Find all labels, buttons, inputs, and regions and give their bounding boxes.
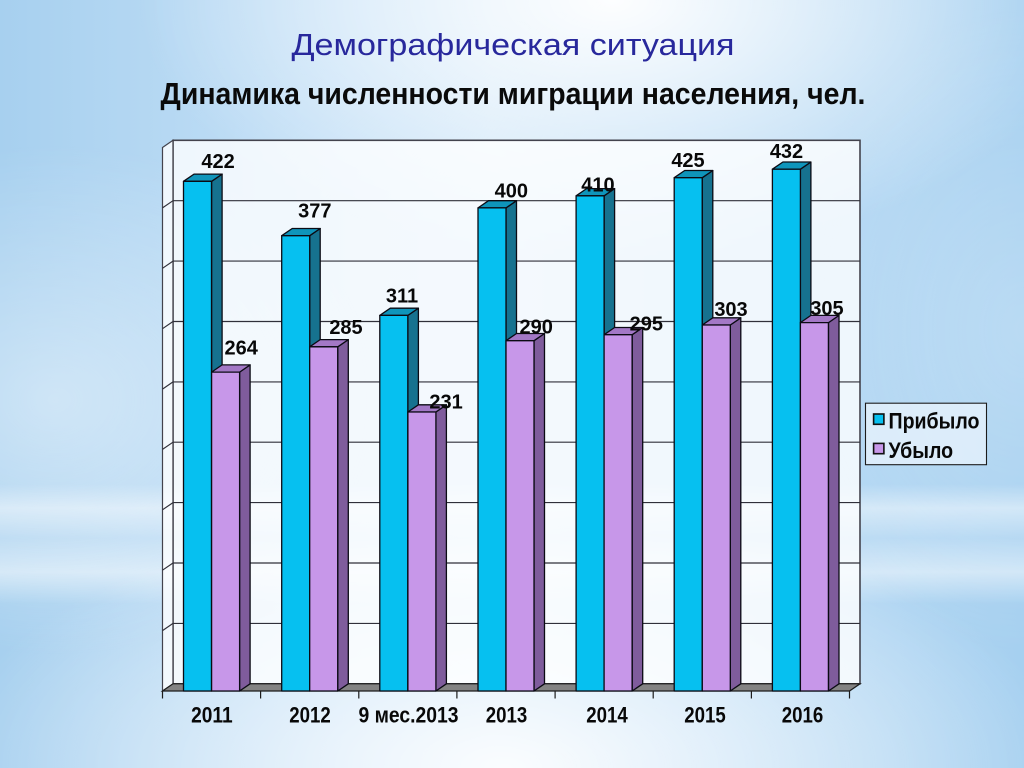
svg-text:2012: 2012 [289, 703, 331, 728]
svg-text:2014: 2014 [586, 703, 628, 728]
svg-text:377: 377 [298, 201, 331, 223]
svg-text:Убыло: Убыло [889, 438, 954, 463]
svg-text:9 мес.2013: 9 мес.2013 [359, 703, 459, 728]
svg-text:Прибыло: Прибыло [889, 408, 980, 433]
svg-text:400: 400 [495, 180, 528, 202]
svg-text:285: 285 [329, 317, 362, 339]
svg-text:2013: 2013 [486, 703, 528, 728]
svg-text:305: 305 [810, 298, 843, 320]
svg-text:295: 295 [630, 314, 663, 336]
svg-text:422: 422 [201, 151, 234, 173]
svg-text:2011: 2011 [191, 703, 233, 728]
svg-text:303: 303 [714, 299, 747, 321]
svg-text:2015: 2015 [684, 703, 726, 728]
svg-text:264: 264 [225, 338, 259, 360]
svg-text:425: 425 [671, 150, 704, 172]
svg-text:290: 290 [520, 317, 553, 339]
svg-text:311: 311 [386, 286, 418, 308]
svg-text:432: 432 [770, 141, 803, 163]
svg-text:2016: 2016 [782, 703, 824, 728]
svg-text:410: 410 [581, 175, 614, 197]
svg-text:231: 231 [429, 392, 462, 414]
